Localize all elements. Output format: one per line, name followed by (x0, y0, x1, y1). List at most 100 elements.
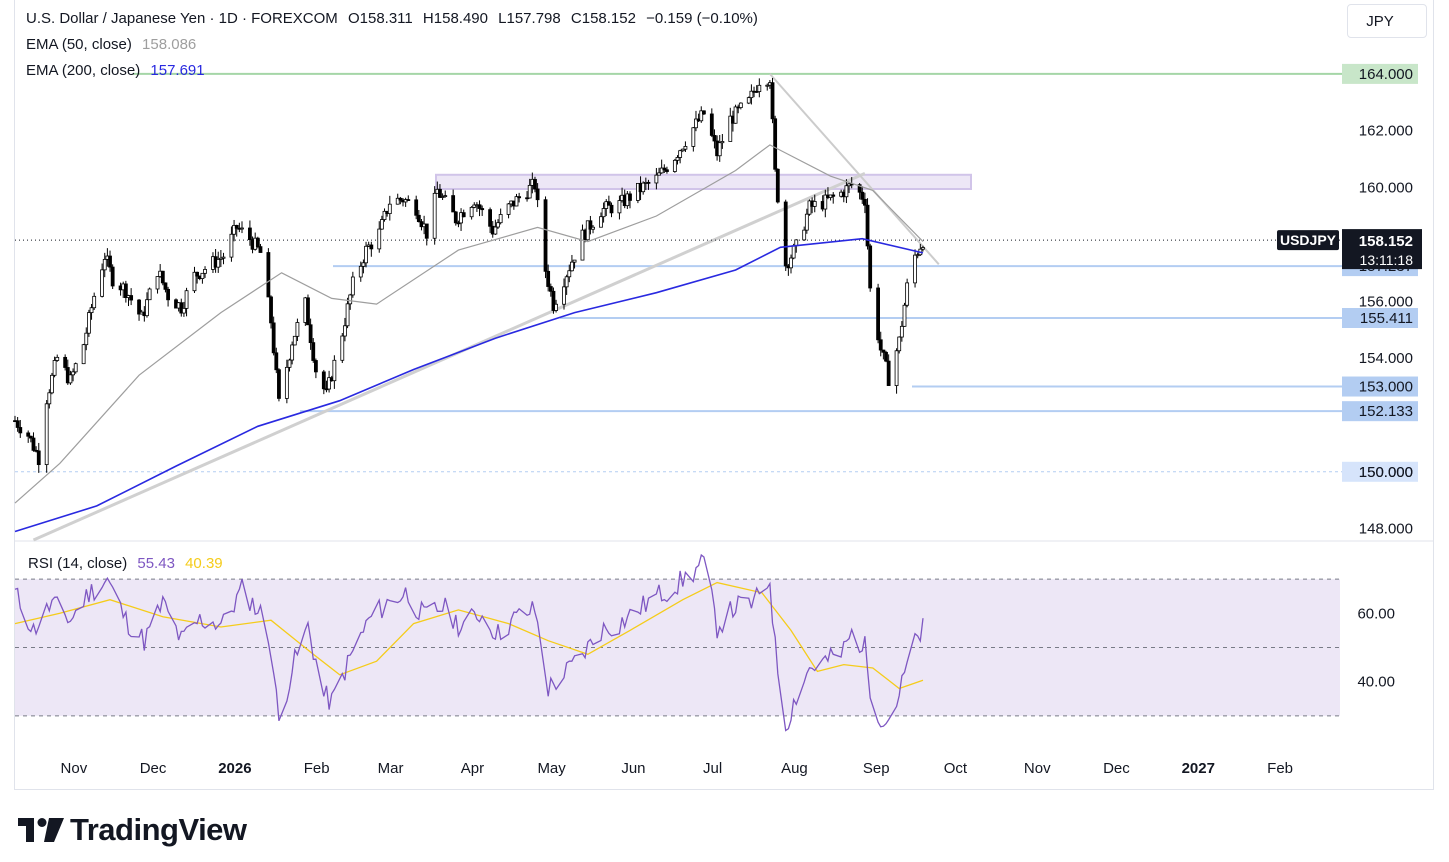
candle-up (221, 256, 226, 259)
candle-up (720, 141, 725, 144)
candle-down (543, 199, 548, 272)
candle-up (87, 312, 91, 334)
candle-down (628, 193, 632, 201)
brand-logo[interactable]: TradingView (18, 812, 247, 848)
candle-down (548, 286, 553, 292)
falling-trendline[interactable] (769, 73, 940, 265)
open-value: O158.311 (347, 10, 413, 27)
symbol-tag-box (1277, 230, 1339, 251)
candle-down (18, 427, 23, 434)
level-price-label: 152.133 (1359, 403, 1413, 420)
ema200-line[interactable] (14, 237, 924, 533)
candle-up (284, 366, 289, 399)
candle-down (535, 188, 540, 201)
price-axis-tick: 162.000 (1359, 123, 1413, 140)
candle-up (232, 224, 236, 235)
candle-down (709, 113, 714, 136)
level-price-tag (1342, 308, 1418, 329)
ema50-legend[interactable]: EMA (50, close) 158.086 (26, 36, 202, 53)
candle-up (789, 257, 793, 269)
bar-countdown-label: 13:11:18 (1360, 252, 1414, 268)
candle-up (791, 245, 796, 259)
symbol-title: U.S. Dollar / Japanese Yen · 1D · FOREXC… (26, 10, 338, 27)
candle-up (100, 269, 105, 297)
rsi-axis-tick: 40.00 (1357, 674, 1395, 691)
candle-up (580, 229, 585, 261)
level-price-tag (1342, 461, 1418, 482)
time-axis-label: Feb (1267, 760, 1293, 777)
ema200-legend[interactable]: EMA (200, close) 157.691 (26, 62, 211, 79)
rsi-line[interactable] (14, 553, 924, 732)
time-axis-label: Jul (703, 760, 722, 777)
price-axis-tick: 160.000 (1359, 180, 1413, 197)
candle-down (886, 360, 891, 386)
candle-up (192, 271, 197, 292)
candle-down (517, 196, 522, 199)
candle-up (562, 286, 566, 305)
candle-down (277, 369, 281, 399)
candle-up (812, 201, 817, 207)
close-value: C158.152 (570, 10, 636, 27)
candle-up (717, 142, 722, 157)
price-axis-tick: 154.000 (1359, 350, 1413, 367)
resistance-zone-box[interactable] (435, 173, 972, 191)
rsi-ma-line[interactable] (14, 581, 924, 690)
candle-up (657, 172, 661, 176)
candle-down (369, 244, 374, 250)
candle-down (398, 197, 403, 201)
candle-up (432, 192, 437, 239)
candle-down (606, 201, 611, 206)
candle-up (599, 216, 603, 228)
candle-up (897, 336, 902, 352)
last-price-tag-box (1342, 229, 1422, 270)
candle-down (857, 184, 862, 193)
candle-up (71, 371, 75, 376)
time-axis-label: Sep (863, 760, 890, 777)
candle-down (31, 437, 36, 451)
level-price-tag (1342, 63, 1418, 84)
candle-down (248, 227, 252, 241)
candle-down (438, 188, 442, 198)
candle-down (775, 168, 780, 203)
candle-up (379, 219, 384, 230)
time-axis-label: Dec (1103, 760, 1130, 777)
level-price-tag (1342, 401, 1418, 422)
ema200-value: 157.691 (150, 62, 205, 79)
candle-up (572, 259, 577, 263)
candle-up (52, 360, 57, 376)
candle-up (683, 146, 688, 150)
candle-up (493, 226, 498, 235)
candle-up (345, 303, 350, 327)
candle-down (477, 204, 482, 209)
candle-up (295, 322, 300, 337)
candle-up (340, 335, 345, 361)
candle-down (480, 208, 485, 211)
candle-up (659, 167, 664, 174)
candle-up (68, 374, 73, 384)
candle-down (129, 295, 134, 301)
candle-up (147, 288, 152, 301)
candle-down (451, 195, 456, 213)
candle-up (672, 159, 677, 172)
candle-down (876, 287, 880, 341)
candle-up (92, 295, 97, 309)
candle-up (155, 276, 160, 290)
candle-up (395, 197, 400, 205)
rsi-legend[interactable]: RSI (14, close) 55.43 40.39 (26, 555, 231, 572)
candle-down (881, 349, 886, 353)
time-axis-label: Nov (1024, 760, 1051, 777)
candle-down (166, 288, 170, 301)
candle-down (701, 110, 706, 115)
candle-down (110, 266, 115, 287)
currency-button[interactable]: JPY (1347, 4, 1427, 38)
candle-down (234, 224, 239, 229)
candle-up (591, 226, 595, 230)
ema50-line[interactable] (14, 144, 924, 504)
candle-up (617, 200, 622, 214)
level-price-tag (1342, 376, 1418, 397)
candle-up (807, 200, 812, 215)
brand-name: TradingView (70, 812, 247, 847)
time-axis-label: 2026 (218, 760, 251, 777)
candle-down (258, 246, 263, 253)
